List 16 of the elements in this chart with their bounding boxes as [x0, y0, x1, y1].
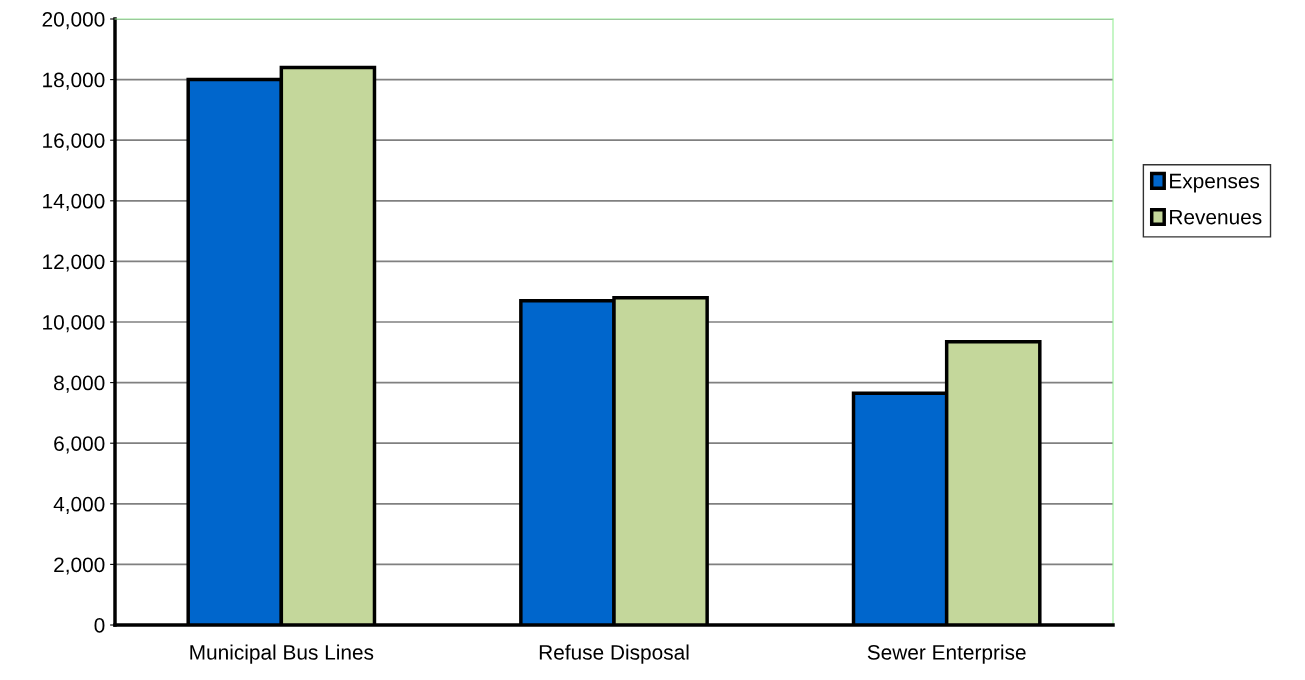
y-tick-label: 0	[94, 618, 105, 633]
y-tick-label: 12,000	[43, 254, 105, 272]
y-tick-label: 6,000	[54, 436, 105, 454]
y-tick-label: 2,000	[54, 557, 105, 575]
y-tick-label: 4,000	[53, 496, 105, 515]
legend-label: Revenues	[1170, 209, 1262, 225]
y-tick-label: 20,000	[42, 12, 105, 30]
y-tick-label: 10,000	[43, 315, 105, 333]
x-tick-label: Sewer Enterprise	[867, 644, 1026, 664]
y-tick-label: 8,000	[54, 375, 105, 393]
x-tick-label: Municipal Bus Lines	[190, 644, 374, 664]
x-tick-label: Refuse Disposal	[539, 644, 689, 664]
y-tick-label: 16,000	[43, 133, 105, 151]
y-tick-label: 14,000	[43, 193, 105, 212]
y-tick-label: 18,000	[43, 72, 105, 90]
legend-label: Expenses	[1170, 173, 1260, 193]
